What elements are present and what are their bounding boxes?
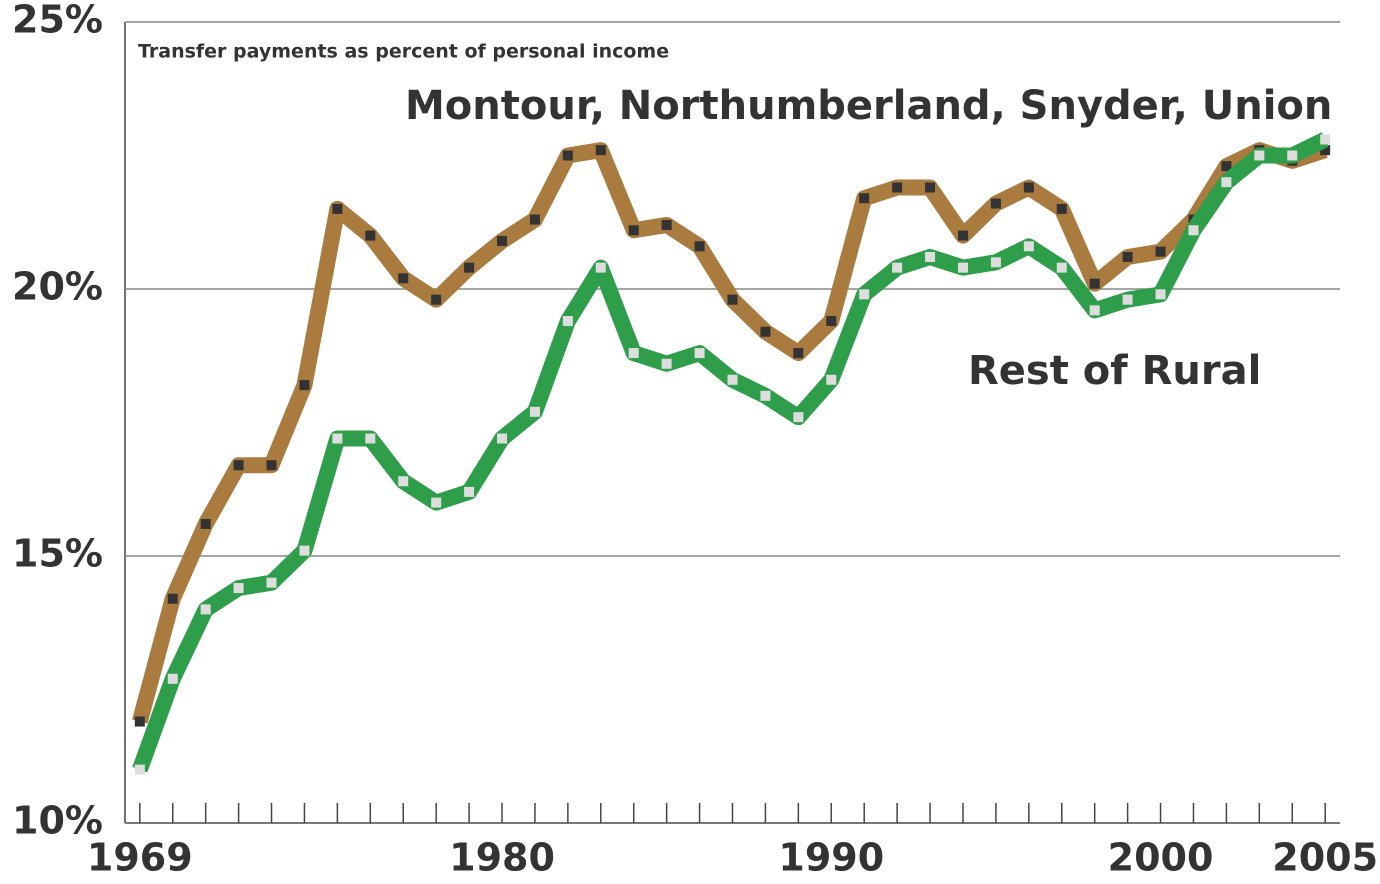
- y-tick-label: 20%: [12, 265, 103, 309]
- point-marker: [1221, 161, 1232, 172]
- point-marker: [1122, 294, 1133, 305]
- point-marker: [1320, 134, 1331, 145]
- point-marker: [661, 358, 672, 369]
- point-marker: [826, 316, 837, 327]
- point-marker: [925, 251, 936, 262]
- point-marker: [266, 460, 277, 471]
- y-tick-label: 15%: [12, 532, 103, 576]
- point-marker: [694, 348, 705, 359]
- point-marker: [892, 182, 903, 193]
- point-marker: [826, 374, 837, 385]
- point-marker: [760, 326, 771, 337]
- series-label: Rest of Rural: [968, 348, 1261, 394]
- point-marker: [200, 604, 211, 615]
- point-marker: [529, 214, 540, 225]
- point-marker: [167, 593, 178, 604]
- point-marker: [793, 348, 804, 359]
- point-marker: [562, 316, 573, 327]
- point-marker: [562, 150, 573, 161]
- point-marker: [431, 294, 442, 305]
- point-marker: [134, 716, 145, 727]
- point-marker: [365, 230, 376, 241]
- point-marker: [200, 518, 211, 529]
- point-marker: [957, 262, 968, 273]
- subtitle: Transfer payments as percent of personal…: [138, 41, 669, 63]
- point-marker: [233, 460, 244, 471]
- point-marker: [464, 486, 475, 497]
- point-marker: [859, 289, 870, 300]
- point-marker: [266, 577, 277, 588]
- x-tick-label: 1969: [87, 836, 193, 880]
- point-marker: [990, 257, 1001, 268]
- point-marker: [727, 374, 738, 385]
- point-marker: [299, 380, 310, 391]
- point-marker: [595, 262, 606, 273]
- point-marker: [1155, 246, 1166, 257]
- point-marker: [464, 262, 475, 273]
- point-marker: [233, 583, 244, 594]
- point-marker: [727, 294, 738, 305]
- x-tick-label: 1980: [449, 836, 555, 880]
- point-marker: [529, 406, 540, 417]
- point-marker: [431, 497, 442, 508]
- point-marker: [1254, 150, 1265, 161]
- point-marker: [1056, 262, 1067, 273]
- point-marker: [1221, 177, 1232, 188]
- point-marker: [1056, 203, 1067, 214]
- point-marker: [1023, 182, 1034, 193]
- point-marker: [398, 273, 409, 284]
- point-marker: [398, 476, 409, 487]
- point-marker: [1287, 150, 1298, 161]
- point-marker: [892, 262, 903, 273]
- point-marker: [694, 241, 705, 252]
- point-marker: [497, 433, 508, 444]
- point-marker: [990, 198, 1001, 209]
- y-tick-label: 10%: [12, 799, 103, 843]
- point-marker: [628, 348, 639, 359]
- point-marker: [332, 433, 343, 444]
- series-label: Montour, Northumberland, Snyder, Union: [405, 83, 1332, 129]
- point-marker: [299, 545, 310, 556]
- point-marker: [1122, 251, 1133, 262]
- x-tick-label: 2005: [1272, 836, 1378, 880]
- x-tick-label: 2000: [1108, 836, 1214, 880]
- point-marker: [497, 235, 508, 246]
- point-marker: [1089, 278, 1100, 289]
- point-marker: [793, 412, 804, 423]
- point-marker: [957, 230, 968, 241]
- point-marker: [1188, 225, 1199, 236]
- point-marker: [1155, 289, 1166, 300]
- point-marker: [661, 219, 672, 230]
- point-marker: [760, 390, 771, 401]
- point-marker: [134, 764, 145, 775]
- point-marker: [628, 225, 639, 236]
- x-tick-label: 1990: [778, 836, 884, 880]
- point-marker: [859, 193, 870, 204]
- point-marker: [1320, 145, 1331, 156]
- point-marker: [167, 673, 178, 684]
- point-marker: [1089, 305, 1100, 316]
- point-marker: [365, 433, 376, 444]
- y-tick-label: 25%: [12, 0, 103, 42]
- point-marker: [332, 203, 343, 214]
- series-line: [132, 132, 1329, 773]
- point-marker: [595, 145, 606, 156]
- series-line: [132, 142, 1328, 724]
- point-marker: [1023, 241, 1034, 252]
- point-marker: [925, 182, 936, 193]
